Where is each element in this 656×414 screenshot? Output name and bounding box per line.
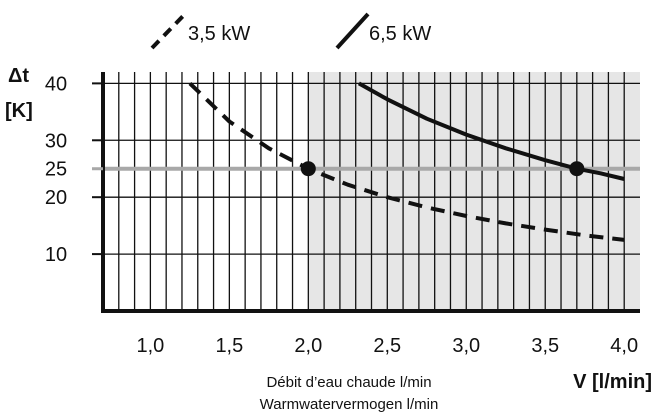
y-axis-title-line-2: [K] — [5, 100, 33, 122]
marker-point-1 — [569, 161, 585, 177]
legend-swatch-6-5-kw — [335, 12, 370, 50]
x-tick-label: 2,5 — [373, 335, 401, 357]
shaded-region — [308, 72, 640, 311]
legend-swatch-3-5-kw — [150, 12, 187, 50]
x-tick-labels: 1,0 1,5 2,0 2,5 3,0 3,5 4,0 — [136, 335, 638, 357]
x-tick-label: 4,0 — [610, 335, 638, 357]
x-tick-label: 1,0 — [136, 335, 164, 357]
x-axis-title: V [l/min] — [573, 371, 652, 393]
marker-layer — [300, 161, 585, 177]
y-tick-label: 40 — [45, 73, 67, 95]
y-tick-label: 20 — [45, 187, 67, 209]
series-line-1 — [357, 81, 625, 181]
x-caption-line-1: Débit d’eau chaude l/min — [266, 374, 431, 391]
y-tick-label: 30 — [45, 130, 67, 152]
y-tick-label: 25 — [45, 159, 67, 181]
y-tick-label: 10 — [45, 244, 67, 266]
x-tick-label: 3,5 — [531, 335, 559, 357]
x-tick-label: 3,0 — [452, 335, 480, 357]
marker-point-0 — [300, 161, 316, 177]
series-line-0 — [188, 81, 625, 242]
x-caption-line-2: Warmwatervermogen l/min — [260, 396, 439, 413]
x-tick-label: 2,0 — [294, 335, 322, 357]
axes — [92, 72, 640, 313]
x-tick-label: 1,5 — [215, 335, 243, 357]
grid — [103, 72, 640, 311]
y-axis-title-line-1: Δt — [8, 65, 29, 87]
legend-label-3-5-kw: 3,5 kW — [188, 23, 250, 45]
y-tick-labels: 10 20 25 30 40 — [45, 73, 67, 266]
legend-label-6-5-kw: 6,5 kW — [369, 23, 431, 45]
series-layer — [188, 81, 625, 242]
